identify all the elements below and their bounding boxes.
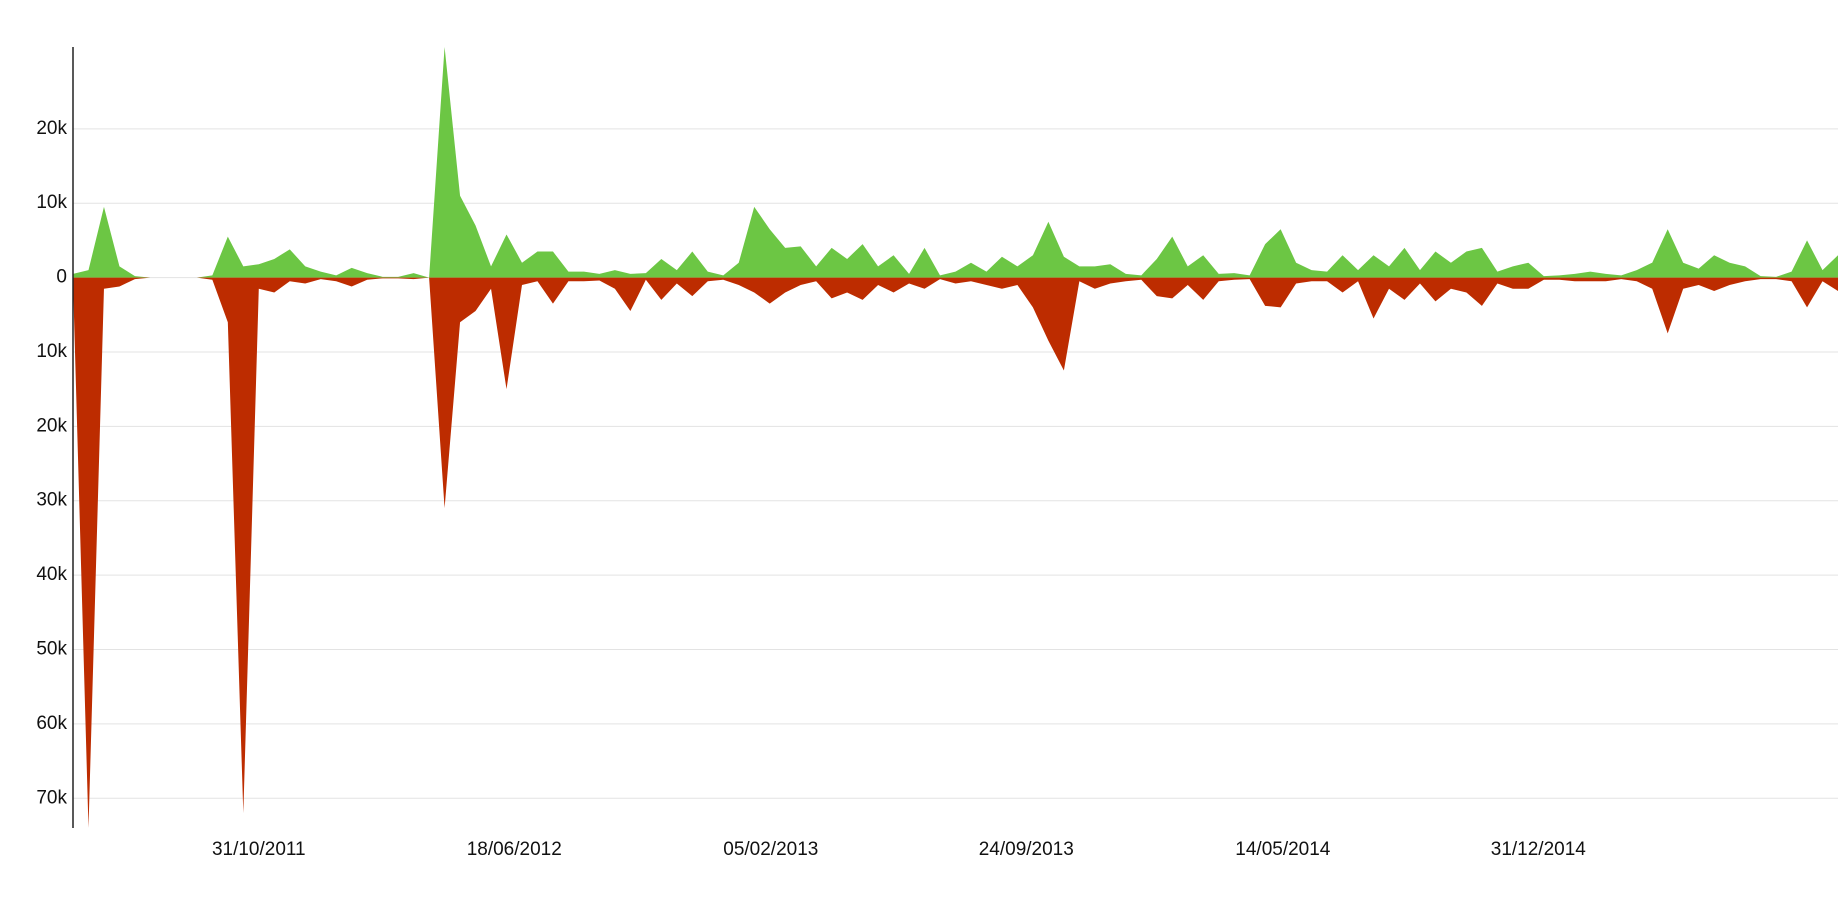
y-tick-label: 20k (36, 415, 67, 436)
x-tick-label: 31/10/2011 (212, 839, 306, 860)
x-tick-label: 14/05/2014 (1235, 839, 1331, 860)
y-tick-label: 0 (56, 267, 67, 288)
y-tick-label: 30k (36, 490, 67, 511)
y-tick-label: 50k (36, 639, 67, 660)
y-tick-label: 10k (36, 341, 67, 362)
y-tick-label: 40k (36, 564, 67, 585)
x-tick-label: 18/06/2012 (467, 839, 562, 860)
y-tick-label: 60k (36, 713, 67, 734)
y-tick-label: 10k (36, 192, 67, 213)
area (73, 277, 1838, 829)
x-tick-label: 05/02/2013 (723, 839, 818, 860)
y-tick-label: 20k (36, 118, 67, 139)
x-tick-label: 31/12/2014 (1491, 839, 1587, 860)
x-tick-label: 24/09/2013 (979, 839, 1074, 860)
y-tick-label: 70k (36, 787, 67, 808)
area (73, 47, 1838, 278)
